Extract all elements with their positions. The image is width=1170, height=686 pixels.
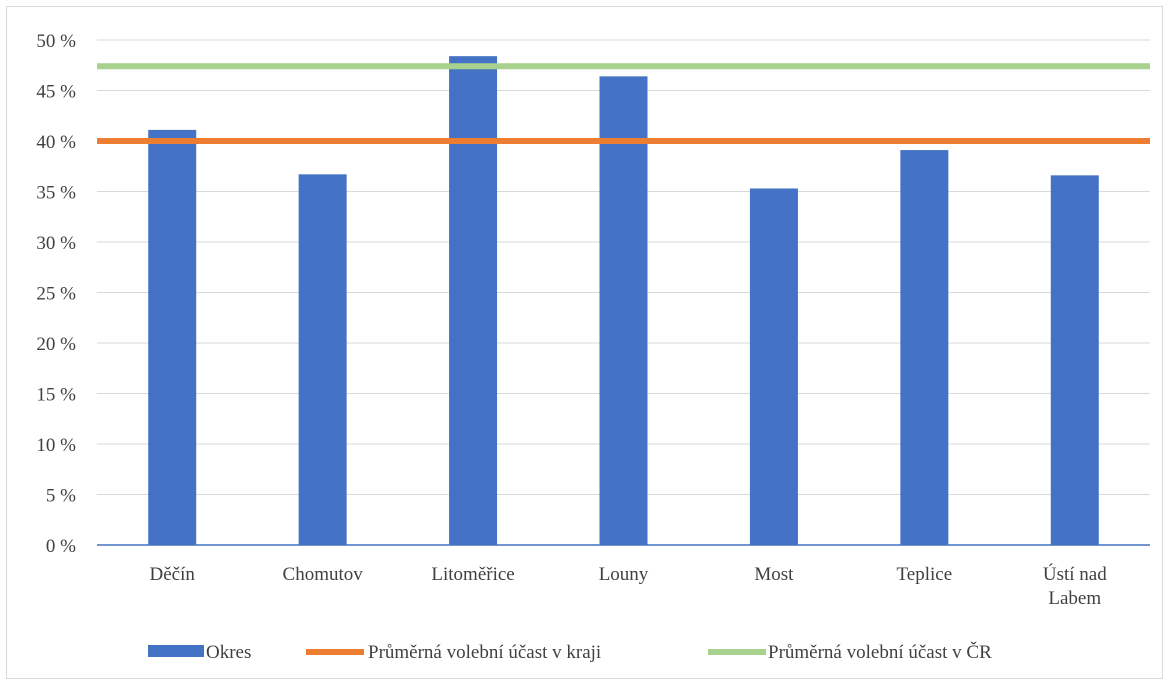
y-axis-ticks: 0 % 5 % 10 % 15 % 20 % 25 % 30 % 35 % 40 % 45 % 50…: [36, 31, 76, 557]
legend: Okres Průměrná volební účast v kraji Průmě…: [148, 641, 992, 663]
y-tick-label: 0 %: [46, 536, 76, 557]
bar: [599, 76, 648, 546]
y-tick-label: 30 %: [36, 233, 76, 254]
x-category-label: Teplice: [897, 564, 953, 585]
bar: [148, 129, 197, 545]
bar: [449, 56, 498, 545]
chart-frame: [6, 6, 1163, 679]
legend-label-okres: Okres: [206, 642, 251, 663]
x-category-label: Louny: [599, 564, 649, 585]
legend-label-line: Průměrná volební účast v ČR: [768, 641, 992, 663]
bar: [1050, 175, 1099, 545]
x-category-label: Most: [754, 564, 794, 585]
bar: [298, 174, 347, 545]
y-tick-label: 5 %: [46, 486, 76, 507]
x-category-label: Děčín: [150, 564, 196, 585]
y-tick-label: 25 %: [36, 284, 76, 305]
y-tick-label: 50 %: [36, 31, 76, 52]
x-category-label: Chomutov: [283, 564, 364, 585]
bar-series: [148, 56, 1099, 546]
bar: [900, 150, 949, 545]
y-tick-label: 10 %: [36, 435, 76, 456]
y-tick-label: 40 %: [36, 132, 76, 153]
x-category-label: Litoměřice: [431, 564, 514, 585]
y-tick-label: 15 %: [36, 385, 76, 406]
line-series: [97, 63, 1150, 144]
x-category-label: Ústí nad Labem: [1043, 563, 1107, 609]
x-axis-categories: Děčín Chomutov Litoměřice Louny Most Teplice Ú…: [150, 563, 1108, 609]
y-tick-label: 20 %: [36, 334, 76, 355]
y-tick-label: 35 %: [36, 183, 76, 204]
y-tick-label: 45 %: [36, 82, 76, 103]
legend-swatch-okres: [148, 645, 204, 657]
legend-label-line: Průměrná volební účast v kraji: [368, 642, 601, 663]
bar: [749, 188, 798, 545]
